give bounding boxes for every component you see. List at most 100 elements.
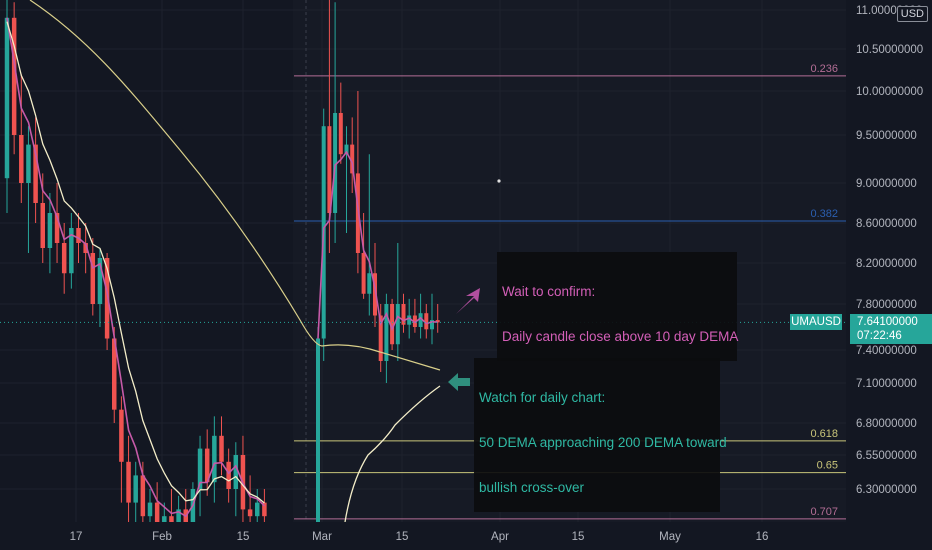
candle-body [350,144,355,174]
candle-body [226,461,231,489]
point-marker [497,179,501,183]
time-axis-tick: 15 [237,531,250,543]
price-axis [846,0,932,550]
candle-body [154,502,160,523]
candle-body [162,516,167,523]
annotation-dema-cross: Watch for daily chart: 50 DEMA approachi… [474,358,727,512]
candle-body [4,17,10,179]
candle-body [390,304,395,345]
candle-body [147,502,153,517]
candle-body [373,273,377,316]
candle-body [47,213,53,248]
fib-level-label: 0.236 [810,63,838,75]
candle-body [247,509,253,517]
candle-body [338,113,343,155]
candle-body [19,135,24,183]
arrow-annotation-green [448,373,470,391]
candle-body [112,338,117,410]
price-axis-tick: 10.00000000 [856,86,923,98]
candle-body [430,320,434,330]
dema-10-line [317,150,438,339]
candle-body [361,253,366,294]
candle-body [395,304,400,345]
price-axis-tick: 8.60000000 [856,218,917,230]
time-axis-tick: Apr [491,531,509,543]
dema-200-line [29,0,441,371]
candle-body [316,338,320,523]
candle-body [119,409,124,462]
annotation-line: 50 DEMA approaching 200 DEMA toward [479,435,727,450]
price-axis-tick: 6.80000000 [856,418,917,430]
candle-body [90,253,96,304]
candle-body [344,144,349,155]
candle-body [367,273,372,294]
price-axis-tick: 9.00000000 [856,178,917,190]
symbol-price-tag: UMAUSD [790,314,842,330]
candle-body [61,243,67,274]
candle-body [83,243,88,253]
candle-body [54,213,60,243]
candle-body [104,258,110,339]
price-axis-tick: 9.50000000 [856,130,917,142]
candle-body [219,435,224,462]
price-axis-tick: 8.20000000 [856,258,917,270]
price-axis-tick: 7.40000000 [856,345,917,357]
fib-level-label: 0.65 [817,460,838,472]
price-axis-tick: 7.10000000 [856,378,917,390]
candle-body [11,17,17,135]
candle-body [424,313,429,330]
fib-level-label: 0.382 [810,208,838,220]
currency-badge[interactable]: USD [896,6,928,22]
annotation-line: Wait to confirm: [502,284,596,299]
price-axis-tick: 6.30000000 [856,484,917,496]
candle-body [140,475,146,517]
candles [4,0,440,530]
dema-10-line [6,17,265,518]
candle-body [133,475,138,503]
candle-body [435,320,440,323]
candle-body [233,455,239,489]
candle-body [126,461,131,503]
candle-body [169,516,174,523]
time-axis-tick: Feb [152,531,172,543]
candle-body [378,315,383,361]
time-axis [0,522,932,550]
candle-body [176,509,181,523]
time-axis-tick: Mar [312,531,332,543]
candle-body [26,144,31,183]
dema-50-line [6,21,265,504]
arrow-annotation-pink [456,288,480,314]
time-axis-tick: May [659,531,681,543]
candle-body [407,315,412,325]
candle-body [197,448,203,489]
time-axis-tick: 15 [396,531,409,543]
dema-50-line [344,385,441,523]
fib-level-label: 0.618 [810,428,838,440]
candle-body [412,315,417,327]
candle-body [204,448,210,483]
annotation-line: Watch for daily chart: [479,390,606,405]
candle-body [333,113,338,213]
annotation-line: bullish cross-over [479,480,585,495]
price-axis-tick: 7.80000000 [856,299,917,311]
candle-body [384,304,389,361]
candle-body [212,435,217,483]
fib-level-label: 0.707 [810,506,838,518]
candle-body [327,126,332,213]
bar-countdown: 07:22:46 [857,330,902,342]
candle-body [76,228,81,243]
candle-body [255,502,260,517]
last-price-tag: 7.64100000 07:22:46 [850,314,932,344]
time-axis-tick: 16 [756,531,769,543]
annotation-daily-close: Wait to confirm: Daily candle close abov… [497,252,739,361]
candle-body [97,258,103,304]
annotation-line: Daily candle close above 10 day DEMA [502,329,739,344]
candle-body [401,304,406,325]
candle-body [418,313,423,327]
price-axis-tick: 6.55000000 [856,450,917,462]
time-axis-tick: 17 [70,531,83,543]
candle-body [262,502,267,517]
candle-body [33,144,38,203]
last-price-value: 7.64100000 [857,316,918,328]
